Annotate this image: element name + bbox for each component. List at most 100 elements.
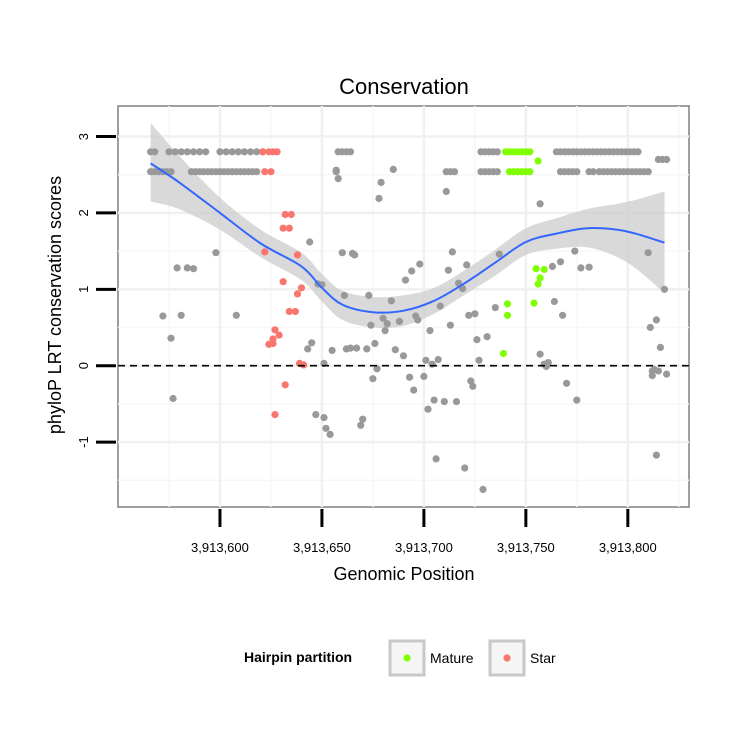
- point-other: [351, 251, 359, 259]
- point-star: [285, 307, 293, 316]
- point-other: [585, 263, 593, 271]
- point-other: [654, 367, 663, 375]
- point-other: [589, 168, 597, 176]
- point-other: [338, 249, 346, 257]
- point-other: [334, 175, 342, 183]
- legend-item-star: Star: [488, 639, 556, 677]
- point-star: [281, 210, 289, 219]
- point-other: [432, 455, 440, 463]
- point-other: [320, 414, 328, 422]
- point-star: [291, 307, 299, 316]
- point-star: [279, 278, 287, 286]
- x-axis: 3,913,600 3,913,650 3,913,700 3,913,750 3,91…: [191, 509, 657, 555]
- point-other: [391, 346, 399, 354]
- point-other: [536, 350, 544, 358]
- point-other: [399, 352, 408, 360]
- point-other: [357, 421, 365, 429]
- point-star: [279, 224, 287, 232]
- point-other: [550, 297, 559, 306]
- point-other: [656, 343, 665, 351]
- point-other: [151, 148, 159, 156]
- point-other: [410, 386, 418, 394]
- point-other: [359, 415, 367, 423]
- point-other: [383, 320, 391, 328]
- point-other: [371, 339, 379, 348]
- point-other: [426, 327, 434, 335]
- point-mature: [540, 265, 548, 274]
- point-other: [212, 249, 220, 257]
- point-other: [436, 302, 444, 310]
- point-other: [328, 346, 336, 354]
- point-other: [559, 311, 567, 319]
- point-other: [189, 148, 198, 156]
- point-other: [353, 344, 361, 352]
- point-star: [293, 251, 302, 259]
- point-mature: [526, 148, 534, 156]
- point-other: [646, 323, 654, 332]
- point-other: [395, 317, 403, 325]
- point-other: [381, 327, 389, 335]
- point-other: [536, 200, 544, 208]
- point-other: [389, 165, 397, 173]
- y-tick-label: 0: [76, 362, 91, 369]
- point-mature: [499, 349, 507, 358]
- point-other: [408, 267, 416, 275]
- y-tick-label: 1: [76, 286, 91, 293]
- point-other: [377, 178, 385, 186]
- x-tick-label: 3,913,650: [293, 540, 351, 555]
- point-star: [275, 331, 283, 339]
- point-other: [159, 312, 167, 320]
- point-other: [363, 345, 371, 353]
- point-other: [463, 261, 471, 269]
- point-other: [652, 451, 661, 459]
- legend-title: Hairpin partition: [244, 649, 352, 665]
- point-other: [312, 411, 320, 419]
- point-other: [406, 373, 414, 381]
- point-other: [548, 262, 557, 270]
- point-other: [183, 148, 191, 156]
- point-other: [465, 311, 473, 319]
- y-tick-label: 3: [76, 133, 91, 140]
- point-other: [660, 285, 669, 293]
- point-other: [573, 168, 581, 176]
- point-other: [652, 316, 661, 324]
- point-other: [422, 356, 430, 364]
- point-other: [420, 372, 428, 380]
- point-other: [475, 356, 483, 364]
- point-other: [544, 359, 552, 367]
- point-other: [442, 187, 450, 196]
- points-layer: [147, 148, 671, 493]
- smooth-layer: [150, 162, 665, 314]
- point-other: [346, 344, 355, 352]
- point-star: [281, 381, 289, 389]
- point-mature: [532, 265, 540, 273]
- point-other: [222, 148, 230, 156]
- point-mature: [530, 299, 538, 307]
- point-star: [259, 148, 267, 156]
- point-other: [444, 266, 452, 274]
- x-tick-label: 3,913,750: [497, 540, 555, 555]
- point-other: [493, 148, 501, 156]
- point-other: [253, 168, 261, 176]
- point-other: [440, 398, 448, 406]
- point-other: [634, 148, 642, 156]
- point-other: [469, 382, 477, 390]
- point-other: [340, 291, 348, 299]
- point-other: [326, 430, 334, 438]
- point-other: [416, 260, 424, 268]
- point-other: [369, 375, 377, 383]
- point-other: [493, 168, 501, 176]
- point-other: [167, 168, 175, 176]
- x-axis-title: Genomic Position: [333, 564, 474, 584]
- point-other: [189, 265, 198, 273]
- point-star: [297, 284, 306, 292]
- point-other: [663, 155, 671, 164]
- point-mature: [534, 280, 542, 288]
- point-other: [304, 345, 312, 353]
- point-star: [285, 224, 293, 232]
- point-other: [177, 148, 185, 156]
- point-other: [202, 148, 210, 156]
- point-other: [577, 264, 585, 272]
- point-other: [387, 297, 395, 305]
